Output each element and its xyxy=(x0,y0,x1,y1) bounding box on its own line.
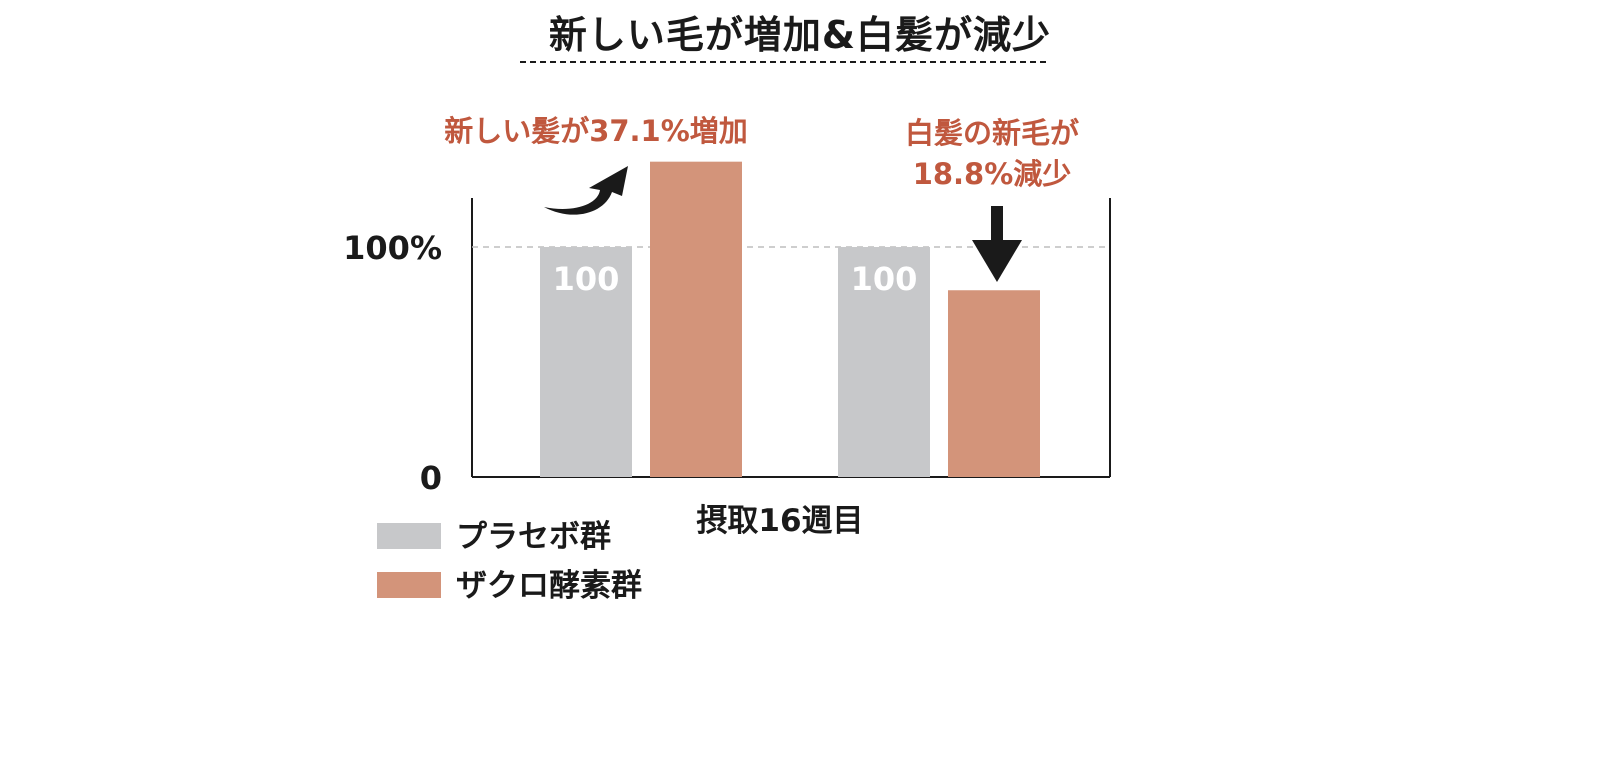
bar-placebo xyxy=(540,247,632,477)
legend-swatch xyxy=(377,523,441,549)
legend-label: ザクロ酵素群 xyxy=(456,568,642,604)
chart-title: 新しい毛が増加&白髪が減少 xyxy=(548,13,1052,57)
bar-data-label: 100 xyxy=(553,260,620,298)
legend-swatch xyxy=(377,572,441,598)
down-arrow-icon xyxy=(972,240,1022,282)
bar-data-label: 100 xyxy=(851,260,918,298)
x-axis-label: 摂取16週目 xyxy=(696,503,863,539)
y-tick-label: 100% xyxy=(343,229,442,267)
annotation-text: 18.8%減少 xyxy=(913,157,1072,191)
bar-enzyme xyxy=(948,290,1040,477)
bar-enzyme xyxy=(650,161,742,478)
y-tick-label: 0 xyxy=(420,459,442,497)
annotation-text: 白髪の新毛が xyxy=(905,116,1079,150)
down-arrow-shaft xyxy=(991,206,1003,250)
bar-placebo xyxy=(838,247,930,477)
annotation-text: 新しい髪が37.1%増加 xyxy=(444,114,748,148)
legend-label: プラセボ群 xyxy=(456,519,611,555)
increase-arrow-icon xyxy=(544,166,628,215)
plot-area: 0 100% 100 100 新しい髪が37.1%増加 白髪の新毛が 18.8%減少摂取16… xyxy=(343,114,1111,539)
